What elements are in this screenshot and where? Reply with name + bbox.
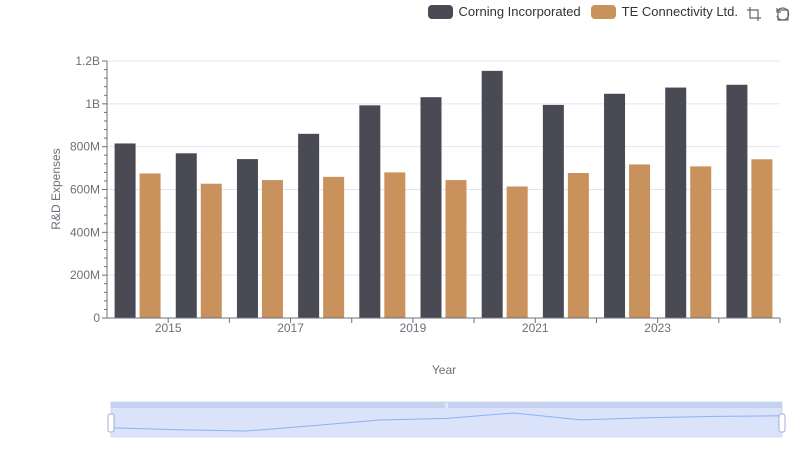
- x-axis: 2015 2017 2019 2021 2023: [107, 317, 781, 335]
- bar-te-2018[interactable]: [384, 172, 406, 318]
- legend-swatch-corning: [427, 4, 453, 19]
- x-axis-title: Year: [432, 363, 456, 377]
- bar-te-2019[interactable]: [445, 180, 467, 318]
- datazoom-selection[interactable]: [111, 408, 782, 437]
- bar-corning-2022[interactable]: [604, 93, 626, 318]
- bar-te-2023[interactable]: [690, 166, 712, 318]
- datazoom-move-handle[interactable]: |||: [445, 403, 449, 409]
- legend-item-te[interactable]: TE Connectivity Ltd.: [590, 4, 738, 19]
- restore-icon[interactable]: [774, 6, 790, 22]
- bar-te-2020[interactable]: [506, 186, 528, 318]
- legend-swatch-te: [590, 4, 616, 19]
- bar-te-2014[interactable]: [139, 173, 161, 318]
- bar-te-2024[interactable]: [751, 159, 773, 318]
- y-tick-label: 800M: [70, 140, 100, 154]
- y-tick-label: 1B: [85, 97, 100, 111]
- bar-te-2022[interactable]: [629, 164, 651, 318]
- datazoom-top-bar: [111, 402, 782, 408]
- bar-te-2017[interactable]: [323, 176, 345, 318]
- y-tick-label: 200M: [70, 268, 100, 282]
- toolbox: [746, 6, 790, 22]
- y-tick-label: 0: [93, 311, 100, 325]
- y-tick-label: 600M: [70, 183, 100, 197]
- bar-corning-2024[interactable]: [726, 84, 748, 319]
- bar-corning-2018[interactable]: [359, 105, 381, 319]
- bar-corning-2015[interactable]: [175, 153, 197, 318]
- data-zoom-slider[interactable]: |||: [107, 401, 786, 438]
- x-tick-label: 2021: [522, 321, 549, 335]
- bar-corning-2020[interactable]: [481, 70, 503, 318]
- legend-item-corning[interactable]: Corning Incorporated: [427, 4, 581, 19]
- bar-corning-2014[interactable]: [114, 143, 136, 318]
- x-tick-label: 2023: [644, 321, 671, 335]
- bar-corning-2016[interactable]: [236, 159, 258, 318]
- datazoom-handle-left[interactable]: [107, 413, 115, 433]
- bar-te-2016[interactable]: [261, 180, 283, 318]
- bar-corning-2023[interactable]: [665, 87, 687, 318]
- datazoom-handle-right[interactable]: [778, 413, 786, 433]
- y-axis: 0 200M 400M 600M 800M 1B 1.2B: [70, 54, 108, 325]
- legend: Corning Incorporated TE Connectivity Ltd…: [427, 4, 738, 19]
- bar-te-2021[interactable]: [567, 173, 589, 318]
- bars-group: [114, 70, 773, 319]
- x-tick-label: 2017: [277, 321, 304, 335]
- y-tick-label: 400M: [70, 225, 100, 239]
- bar-corning-2021[interactable]: [542, 104, 564, 318]
- datazoom-preview-line: [110, 412, 783, 432]
- bar-corning-2017[interactable]: [298, 133, 320, 318]
- y-axis-title: R&D Expenses: [49, 148, 63, 229]
- x-tick-label: 2015: [155, 321, 182, 335]
- bar-te-2015[interactable]: [200, 183, 222, 318]
- bar-corning-2019[interactable]: [420, 97, 442, 318]
- legend-label-te: TE Connectivity Ltd.: [621, 4, 738, 19]
- y-tick-label: 1.2B: [75, 54, 100, 68]
- zoom-icon[interactable]: [746, 6, 762, 22]
- x-tick-label: 2019: [400, 321, 427, 335]
- legend-label-corning: Corning Incorporated: [458, 4, 581, 19]
